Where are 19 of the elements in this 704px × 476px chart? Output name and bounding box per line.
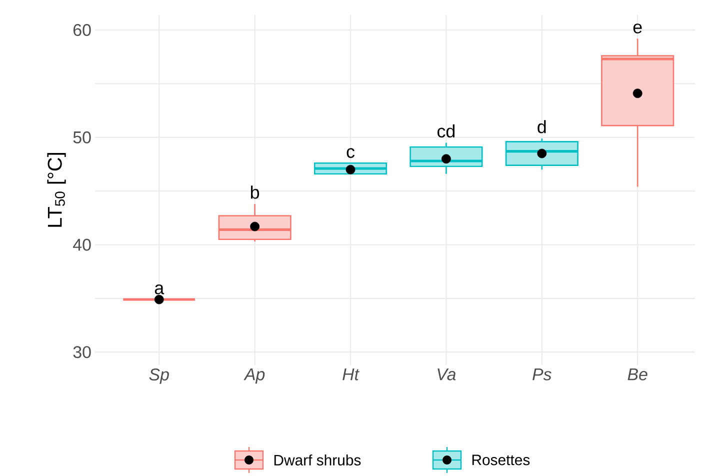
y-tick-label: 30 (73, 346, 91, 358)
legend-label: Dwarf shrubs (274, 454, 361, 466)
legend-label: Rosettes (472, 454, 530, 466)
y-tick-label: 40 (73, 238, 91, 251)
y-tick-label: 60 (74, 24, 91, 36)
x-tick-label: Va (438, 368, 456, 380)
annotation: c (346, 148, 355, 158)
x-tick-label: Ht (342, 368, 360, 380)
x-tick-label: Sp (149, 368, 169, 384)
annotation: a (154, 284, 164, 294)
y-tick-label: 50 (73, 131, 91, 144)
x-tick-label: Ap (244, 368, 265, 384)
annotation: e (633, 24, 642, 34)
annotation: d (538, 120, 546, 134)
annotation: b (250, 186, 260, 199)
x-tick-label: Be (628, 368, 648, 380)
y-axis-title: LT$_{50}$ [°C] (47, 153, 66, 227)
annotation: cd (438, 124, 455, 138)
x-tick-label: Ps (532, 368, 552, 380)
